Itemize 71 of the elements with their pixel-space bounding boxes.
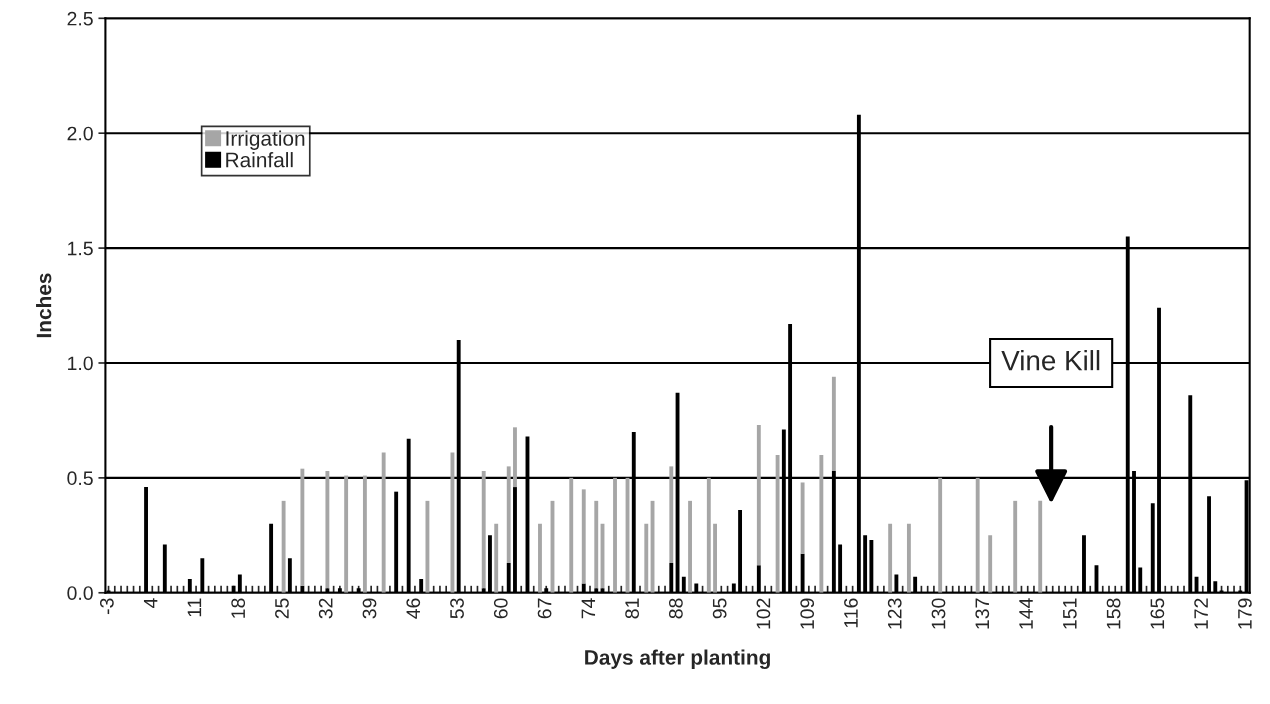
bar (494, 523, 499, 593)
bar (800, 482, 805, 554)
y-tick-label: 0.0 (67, 586, 93, 601)
x-axis-title: Days after planting (585, 649, 770, 670)
x-tick-label: 172 (1194, 598, 1208, 629)
x-tick-label: 32 (318, 598, 333, 619)
bar (756, 425, 761, 566)
x-tick-label: 39 (362, 598, 377, 619)
bar (975, 477, 980, 593)
bar (644, 523, 649, 593)
x-tick-label: 88 (669, 598, 683, 619)
x-tick-label: 179 (1238, 598, 1252, 629)
bar (538, 523, 542, 593)
x-tick-label: 144 (1019, 598, 1033, 629)
bar (1013, 500, 1018, 593)
x-tick-label: 25 (275, 598, 289, 619)
bar (594, 500, 599, 589)
bar (1038, 500, 1043, 593)
bar (344, 475, 349, 593)
bar (569, 477, 574, 593)
y-axis-title: Inches (36, 273, 52, 338)
x-tick-label: 11 (187, 598, 202, 617)
x-tick-label: 109 (800, 598, 815, 629)
bar (713, 523, 717, 593)
legend-label: Irrigation (226, 130, 305, 150)
bar (888, 523, 893, 593)
bar (988, 535, 993, 593)
bar (819, 454, 824, 593)
x-tick-label: 67 (537, 598, 552, 619)
x-tick-label: 151 (1063, 598, 1077, 629)
bar (506, 466, 511, 563)
bar (425, 500, 430, 593)
bar (362, 475, 367, 593)
bar (281, 500, 286, 593)
x-tick-label: 123 (887, 598, 902, 629)
x-tick-label: 130 (931, 598, 946, 629)
y-tick-label: 2.0 (67, 126, 93, 141)
x-tick-label: 60 (493, 598, 508, 619)
bar (775, 454, 780, 593)
bar (581, 489, 586, 584)
x-tick-label: -3 (99, 598, 114, 615)
bar (613, 477, 617, 593)
x-tick-label: 53 (450, 598, 464, 619)
bar (381, 452, 386, 593)
bar (706, 477, 711, 593)
x-tick-label: 46 (406, 598, 421, 619)
x-tick-label: 102 (756, 598, 771, 629)
bar (688, 500, 692, 593)
bar (513, 427, 517, 488)
bar (300, 468, 305, 586)
x-tick-label: 116 (844, 598, 858, 628)
x-tick-label: 4 (143, 598, 158, 608)
bar (669, 466, 674, 563)
x-tick-label: 158 (1106, 598, 1121, 629)
bar (831, 376, 836, 471)
bar (481, 470, 486, 589)
y-tick-label: 1.0 (68, 356, 93, 371)
x-tick-label: 74 (581, 598, 596, 619)
x-tick-label: 137 (975, 598, 990, 629)
bar (938, 477, 943, 593)
y-tick-label: 1.5 (68, 241, 93, 256)
x-tick-label: 165 (1150, 598, 1165, 629)
annotation: Vine Kill (1001, 350, 1100, 371)
bar (906, 523, 911, 593)
y-tick-label: 2.5 (67, 11, 93, 26)
x-tick-label: 81 (625, 598, 639, 619)
x-tick-label: 18 (231, 598, 246, 618)
bar (325, 470, 330, 589)
x-tick-label: 95 (712, 598, 727, 619)
legend-label: Rainfall (226, 152, 293, 168)
y-tick-label: 0.5 (67, 471, 93, 486)
